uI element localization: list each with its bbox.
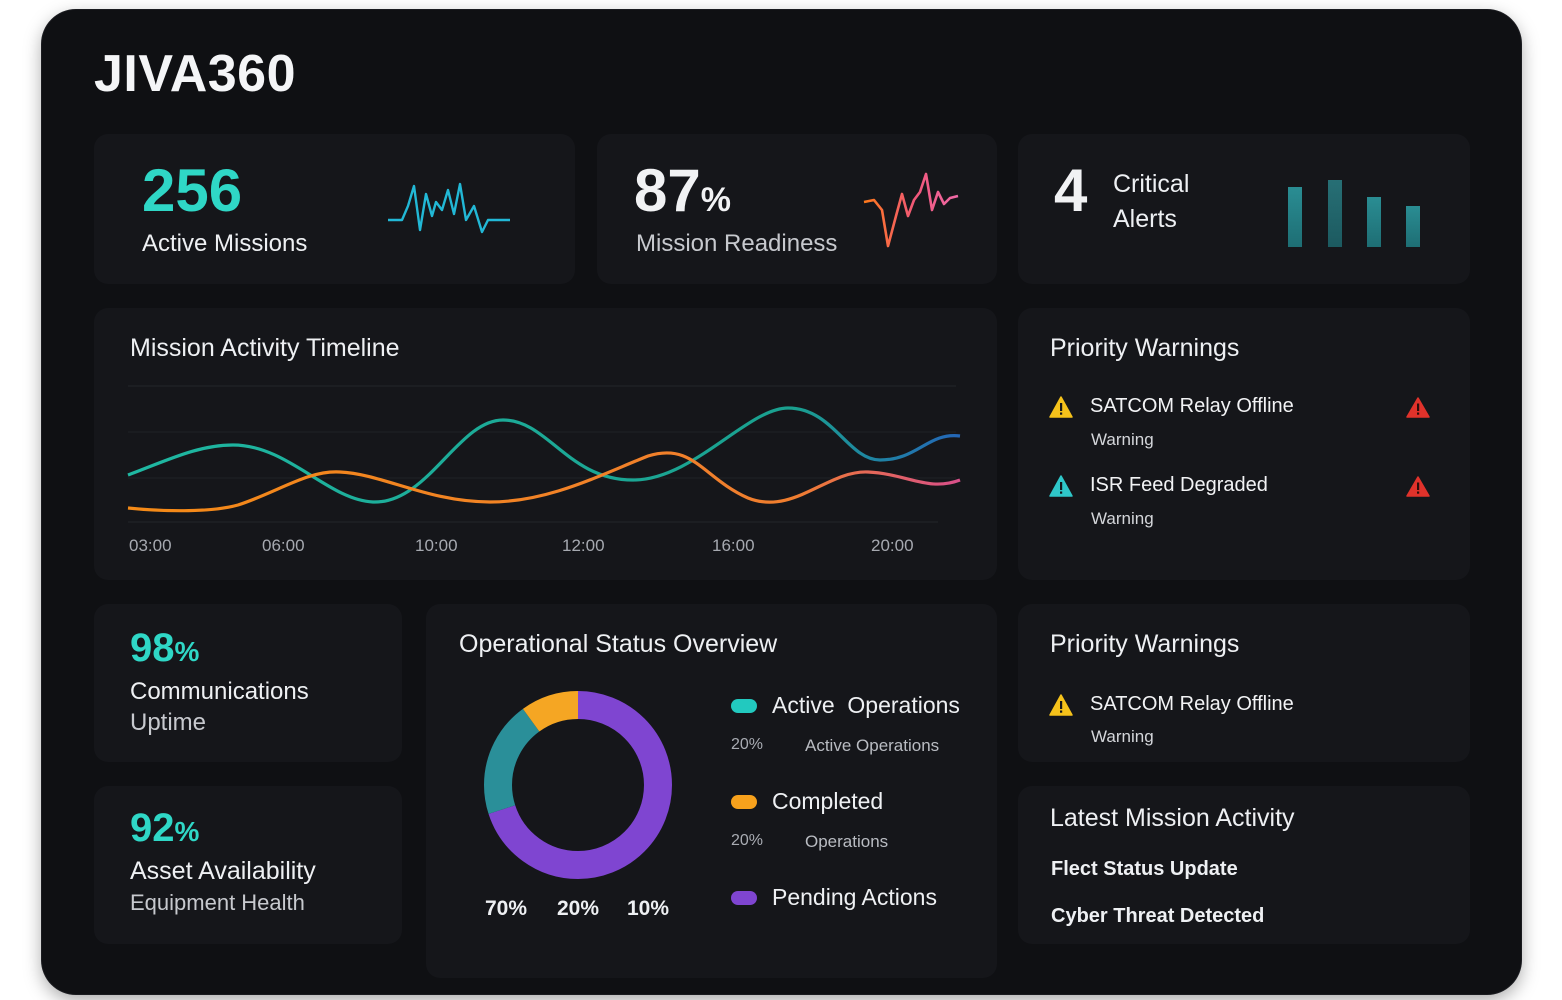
- critical-alerts-value: 4: [1054, 157, 1088, 224]
- timeline-tick-5: 20:00: [871, 536, 914, 555]
- latest-activity-item[interactable]: Cyber Threat Detected: [1051, 905, 1265, 927]
- comms-uptime-card[interactable]: [94, 604, 402, 762]
- priority-warnings-card-2[interactable]: [1018, 604, 1470, 762]
- warning-triangle-icon: [1049, 396, 1073, 418]
- mission-readiness-unit: %: [700, 181, 731, 219]
- timeline-tick-3: 12:00: [562, 536, 605, 555]
- critical-alerts-bar-2: [1328, 180, 1342, 247]
- mission-readiness-value-wrap: 87%: [634, 156, 731, 225]
- mission-readiness-value: 87: [634, 157, 701, 224]
- comms-uptime-label-2: Uptime: [130, 709, 207, 736]
- asset-availability-value: 92: [130, 806, 175, 850]
- comms-uptime-value: 98: [130, 626, 175, 670]
- legend-pending-name[interactable]: Pending Actions: [772, 884, 937, 910]
- legend-swatch-pending: [731, 891, 757, 905]
- latest-activity-title: Latest Mission Activity: [1050, 804, 1295, 832]
- warning-item-title[interactable]: SATCOM Relay Offline: [1090, 693, 1294, 715]
- comms-uptime-unit: %: [174, 636, 200, 667]
- mission-activity-timeline-card[interactable]: [94, 308, 997, 580]
- warning-item-status: Warning: [1091, 430, 1154, 449]
- donut-slice-2: [484, 691, 672, 879]
- legend-swatch-completed: [731, 795, 757, 809]
- timeline-title: Mission Activity Timeline: [130, 334, 400, 362]
- donut-label-2: 10%: [627, 897, 670, 920]
- mission-readiness-label: Mission Readiness: [636, 230, 838, 257]
- ops-overview-title: Operational Status Overview: [459, 630, 778, 658]
- donut-slice-1: [484, 691, 672, 879]
- operational-status-card[interactable]: [426, 604, 997, 978]
- comms-uptime-value-wrap: 98%: [130, 626, 199, 671]
- warning-item-title[interactable]: SATCOM Relay Offline: [1090, 395, 1294, 417]
- critical-alerts-label-2: Alerts: [1113, 205, 1177, 233]
- asset-availability-label-1: Asset Availability: [130, 857, 316, 885]
- timeline-series-orange: [127, 451, 961, 513]
- alert-red-icon[interactable]: [1406, 476, 1430, 497]
- kpi-critical-alerts-card[interactable]: [1018, 134, 1470, 284]
- critical-alerts-bar-1: [1288, 187, 1302, 247]
- legend-completed-name[interactable]: Completed: [772, 788, 884, 814]
- priority-warnings-title: Priority Warnings: [1050, 334, 1240, 362]
- latest-mission-activity-card[interactable]: [1018, 786, 1470, 944]
- priority-warnings-card[interactable]: [1018, 308, 1470, 580]
- asset-availability-label-2: Equipment Health: [130, 890, 305, 915]
- ops-donut-chart: [484, 691, 672, 879]
- asset-availability-unit: %: [174, 816, 200, 847]
- timeline-series-teal: [127, 406, 961, 504]
- active-missions-label: Active Missions: [142, 230, 308, 257]
- asset-availability-value-wrap: 92%: [130, 806, 199, 851]
- latest-activity-item[interactable]: Flect Status Update: [1051, 858, 1238, 880]
- critical-alerts-label-1: Critical: [1113, 170, 1190, 198]
- timeline-tick-0: 03:00: [129, 536, 172, 555]
- legend-completed-desc: Operations: [805, 832, 889, 851]
- donut-label-1: 20%: [557, 897, 600, 920]
- kpi-active-missions-card[interactable]: [94, 134, 575, 284]
- asset-availability-card[interactable]: [94, 786, 402, 944]
- mission-readiness-sparkline: [863, 172, 959, 248]
- warning-item-title[interactable]: ISR Feed Degraded: [1090, 474, 1268, 496]
- legend-completed-pct: 20%: [731, 832, 764, 849]
- app-title: JIVA360: [94, 45, 297, 103]
- donut-label-0: 70%: [485, 897, 528, 920]
- legend-active-desc: Active Operations: [805, 736, 940, 755]
- priority-warnings-2-title: Priority Warnings: [1050, 630, 1240, 658]
- warning-triangle-icon: [1049, 694, 1073, 716]
- warning-item-status: Warning: [1091, 509, 1154, 528]
- comms-uptime-label-1: Communications: [130, 678, 309, 705]
- legend-active-pct: 20%: [731, 736, 764, 753]
- legend-swatch-active: [731, 699, 757, 713]
- timeline-chart: [127, 385, 961, 523]
- timeline-tick-1: 06:00: [262, 536, 305, 555]
- critical-alerts-bar-4: [1406, 206, 1420, 247]
- warning-triangle-teal-icon: [1049, 475, 1073, 497]
- kpi-mission-readiness-card[interactable]: [597, 134, 997, 284]
- timeline-tick-4: 16:00: [712, 536, 755, 555]
- active-missions-sparkline: [388, 182, 510, 234]
- critical-alerts-bar-3: [1367, 197, 1381, 247]
- active-missions-value: 256: [142, 157, 243, 224]
- legend-active-name[interactable]: Active Operations: [772, 692, 960, 718]
- alert-red-icon[interactable]: [1406, 397, 1430, 418]
- timeline-tick-2: 10:00: [415, 536, 458, 555]
- warning-item-status: Warning: [1091, 727, 1154, 746]
